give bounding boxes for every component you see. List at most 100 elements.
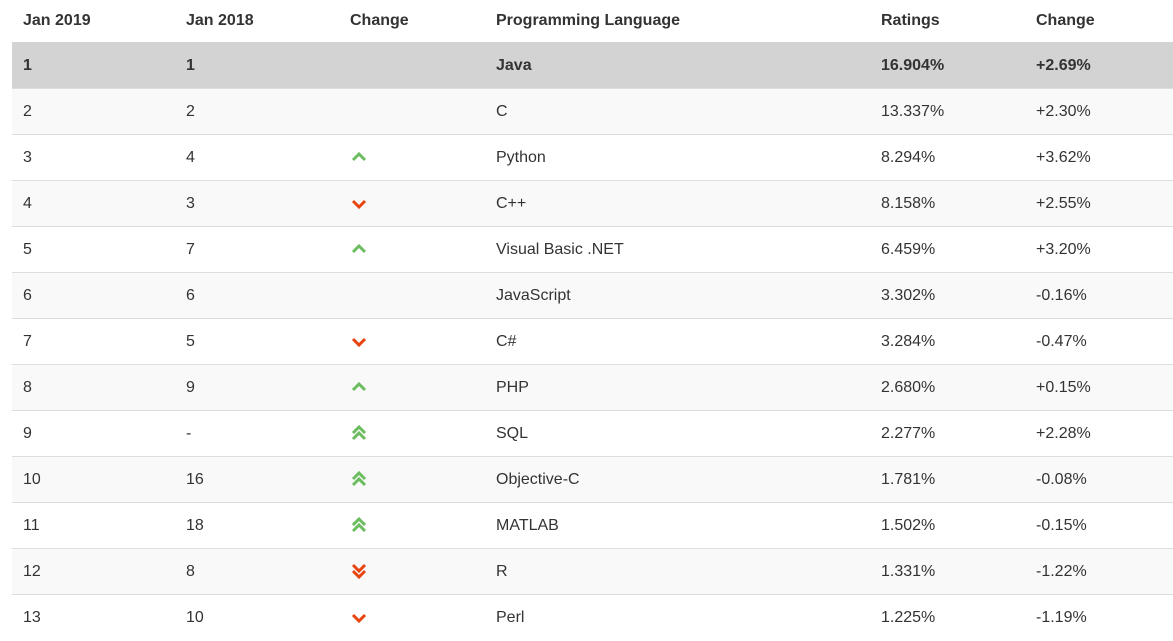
double-chevron-down-icon [351,563,367,579]
rank-2019: 1 [12,42,175,89]
rank-2018: 4 [175,134,339,181]
rank-2019: 9 [12,410,175,457]
chevron-up-icon [351,151,367,161]
language-name: JavaScript [485,272,870,319]
header-change-icon: Change [350,12,409,29]
rating: 8.294% [870,134,1025,181]
table-row: 5 7 Visual Basic .NET 6.459% +3.20% [12,226,1173,273]
rating-change: -0.15% [1025,502,1173,549]
rating: 13.337% [870,88,1025,135]
table-row: 7 5 C# 3.284% -0.47% [12,318,1173,365]
rank-2018: 5 [175,318,339,365]
language-name: Perl [485,594,870,640]
table-row: 6 6 JavaScript 3.302% -0.16% [12,272,1173,319]
trend-cell [339,548,485,595]
double-chevron-up-icon [351,516,367,532]
language-name: C++ [485,180,870,227]
table-row: 8 9 PHP 2.680% +0.15% [12,364,1173,411]
double-chevron-up-icon [351,424,367,440]
language-name: Objective-C [485,456,870,503]
trend-cell [339,226,485,273]
rank-2019: 11 [12,502,175,549]
table-row: 13 10 Perl 1.225% -1.19% [12,594,1173,640]
rank-2019: 12 [12,548,175,595]
header-row: Jan 2019 Jan 2018 Change Programming Lan… [12,0,1173,43]
language-name: Visual Basic .NET [485,226,870,273]
rank-2019: 2 [12,88,175,135]
rank-2019: 10 [12,456,175,503]
language-name: C [485,88,870,135]
language-name: Java [485,42,870,89]
chevron-down-icon [351,613,367,623]
chevron-up-icon [351,243,367,253]
rating: 6.459% [870,226,1025,273]
rating: 3.284% [870,318,1025,365]
rank-2019: 6 [12,272,175,319]
rating: 2.680% [870,364,1025,411]
table-row: 1 1 Java 16.904% +2.69% [12,42,1173,89]
language-name: SQL [485,410,870,457]
rating: 3.302% [870,272,1025,319]
table-row: 4 3 C++ 8.158% +2.55% [12,180,1173,227]
table-row: 11 18 MATLAB 1.502% -0.15% [12,502,1173,549]
trend-cell [339,456,485,503]
rank-2018: 1 [175,42,339,89]
trend-cell [339,134,485,181]
double-chevron-up-icon [351,470,367,486]
rank-2019: 3 [12,134,175,181]
trend-cell [339,88,485,135]
table-row: 12 8 R 1.331% -1.22% [12,548,1173,595]
language-name: PHP [485,364,870,411]
header-jan-2018: Jan 2018 [186,12,254,29]
rating: 16.904% [870,42,1025,89]
language-name: MATLAB [485,502,870,549]
table-row: 10 16 Objective-C 1.781% -0.08% [12,456,1173,503]
rank-2019: 8 [12,364,175,411]
rating: 1.331% [870,548,1025,595]
rating-change: -0.47% [1025,318,1173,365]
rank-2018: 16 [175,456,339,503]
trend-cell [339,594,485,640]
rating: 8.158% [870,180,1025,227]
trend-cell [339,180,485,227]
rating-change: -1.22% [1025,548,1173,595]
chevron-down-icon [351,199,367,209]
table-row: 9 - SQL 2.277% +2.28% [12,410,1173,457]
rating: 1.225% [870,594,1025,640]
rank-2019: 5 [12,226,175,273]
rank-2019: 7 [12,318,175,365]
rating: 1.781% [870,456,1025,503]
rank-2018: 3 [175,180,339,227]
rating-change: +3.20% [1025,226,1173,273]
header-change: Change [1036,12,1095,29]
chevron-up-icon [351,381,367,391]
trend-cell [339,364,485,411]
trend-cell [339,410,485,457]
rank-2018: 7 [175,226,339,273]
rank-2019: 4 [12,180,175,227]
trend-cell [339,502,485,549]
rank-2018: 9 [175,364,339,411]
rating: 2.277% [870,410,1025,457]
trend-cell [339,318,485,365]
rating-change: +3.62% [1025,134,1173,181]
language-name: R [485,548,870,595]
language-name: Python [485,134,870,181]
trend-cell [339,42,485,89]
language-name: C# [485,318,870,365]
table-row: 3 4 Python 8.294% +3.62% [12,134,1173,181]
header-language: Programming Language [496,12,681,29]
rank-2018: 2 [175,88,339,135]
rating-change: +2.55% [1025,180,1173,227]
table-row: 2 2 C 13.337% +2.30% [12,88,1173,135]
rating-change: +2.30% [1025,88,1173,135]
rating-change: -0.16% [1025,272,1173,319]
rank-2019: 13 [12,594,175,640]
rating-change: +0.15% [1025,364,1173,411]
rating-change: +2.28% [1025,410,1173,457]
rating-change: -1.19% [1025,594,1173,640]
rank-2018: 18 [175,502,339,549]
header-ratings: Ratings [881,12,940,29]
rank-2018: 8 [175,548,339,595]
rank-2018: 10 [175,594,339,640]
